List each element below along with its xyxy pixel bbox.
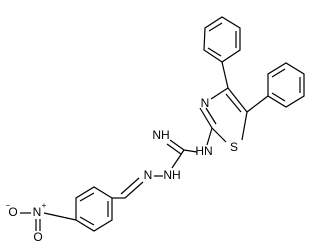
atom-label: HN bbox=[195, 144, 212, 158]
atom-label: O bbox=[33, 230, 42, 244]
atom-label: O bbox=[8, 205, 17, 219]
bonds bbox=[20, 16, 305, 232]
atom-label: NH bbox=[163, 168, 180, 182]
atom-label: N bbox=[201, 96, 210, 110]
charge: − bbox=[6, 201, 11, 210]
atom-label: NH bbox=[152, 128, 169, 142]
atom-label: N bbox=[144, 168, 153, 182]
atom-label: S bbox=[230, 140, 238, 154]
atom-label: N bbox=[33, 205, 42, 219]
atom-labels: N S NH HN N NH N + O − O bbox=[6, 96, 238, 244]
charge: + bbox=[42, 201, 47, 210]
